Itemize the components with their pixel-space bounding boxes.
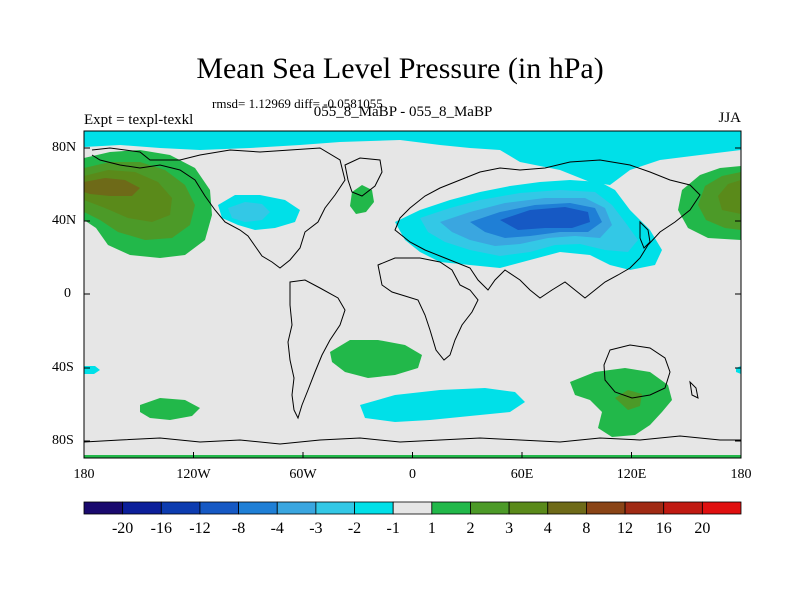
colorbar-label: -8 [231,520,246,537]
xtick-label-120w: 120W [176,467,211,482]
colorbar-label: 16 [655,520,672,537]
contour-arctic-negative [84,131,741,185]
colorbar-swatch [160,501,201,515]
contour-namerica-m2 [228,202,270,222]
coastline-africa [377,257,479,361]
chart-subtitle: 055_8_MaBP - 055_8_MaBP [313,104,493,120]
ytick-label-0: 0 [64,286,71,301]
tick-marks [83,147,742,458]
colorbar-swatch [508,501,549,515]
colorbar-label: 12 [617,520,634,537]
contour-sindian-p2 [615,390,642,410]
experiment-label: Expt = texpl-texkl [84,112,194,128]
colorbar-swatch [238,501,278,515]
colorbar-label: 1 [427,520,436,537]
colorbar-swatch [392,501,433,515]
colorbar-swatch [199,501,239,515]
colorbar-swatch [470,501,510,515]
contour-satlantic-p1 [330,340,422,378]
colorbar [83,501,742,515]
contour-spacific-p1 [140,398,200,420]
colorbar-swatch [624,501,665,515]
coastline-south-america [287,279,346,420]
coastlines [84,147,741,445]
season-label: JJA [718,110,741,126]
colorbar-label: -16 [150,520,172,537]
xtick-label-0: 0 [409,467,416,482]
coastline-antarctica [84,435,741,445]
chart-title: Mean Sea Level Pressure (in hPa) [196,52,604,85]
colorbar-label: -12 [189,520,211,537]
colorbar-label: 20 [694,520,711,537]
contour-greenland-p1 [350,185,374,214]
coastline-eurasia [394,159,701,299]
colorbar-swatch [547,501,587,515]
coastline-new-zealand [689,380,699,399]
contour-southern-m1 [360,388,525,422]
ytick-label-80s: 80S [52,433,74,448]
colorbar-label: -3 [309,520,323,537]
colorbar-swatch [83,501,124,515]
coastline-north-america [91,147,346,269]
xtick-label-180w: 180 [73,467,95,482]
colorbar-label: 3 [505,520,514,537]
ytick-label-40n: 40N [52,213,77,228]
contour-npacific-p4 [84,178,140,196]
contour-eurasia-m8 [500,207,590,230]
colorbar-label: 8 [582,520,591,537]
colorbar-swatch [431,501,471,515]
coastline-japan [639,220,651,249]
xtick-label-60e: 60E [510,467,534,482]
contour-npacific-east-p3 [718,180,741,214]
xtick-label-60w: 60W [289,467,317,482]
coastline-australia [603,344,671,399]
ytick-label-80n: 80N [52,140,77,155]
rmsd-diff-stats: rmsd= 1.12969 diff= -0.0581055 [212,96,383,111]
coastline-greenland [344,157,383,197]
colorbar-swatch [586,501,626,515]
colorbar-swatch [315,501,355,515]
colorbar-label: -1 [386,520,400,537]
xtick-label-180e: 180 [730,467,752,482]
colorbar-swatch [663,501,703,515]
colorbar-swatch [354,501,394,515]
colorbar-label: -20 [111,520,134,537]
xtick-label-120e: 120E [616,467,647,482]
colorbar-label: 2 [466,520,475,537]
colorbar-swatch [122,501,162,515]
colorbar-swatch [701,501,742,515]
colorbar-label: -2 [347,520,362,537]
colorbar-label: 4 [543,520,552,537]
ytick-label-40s: 40S [52,360,74,375]
colorbar-label: -4 [270,520,284,537]
colorbar-swatch [276,501,317,515]
